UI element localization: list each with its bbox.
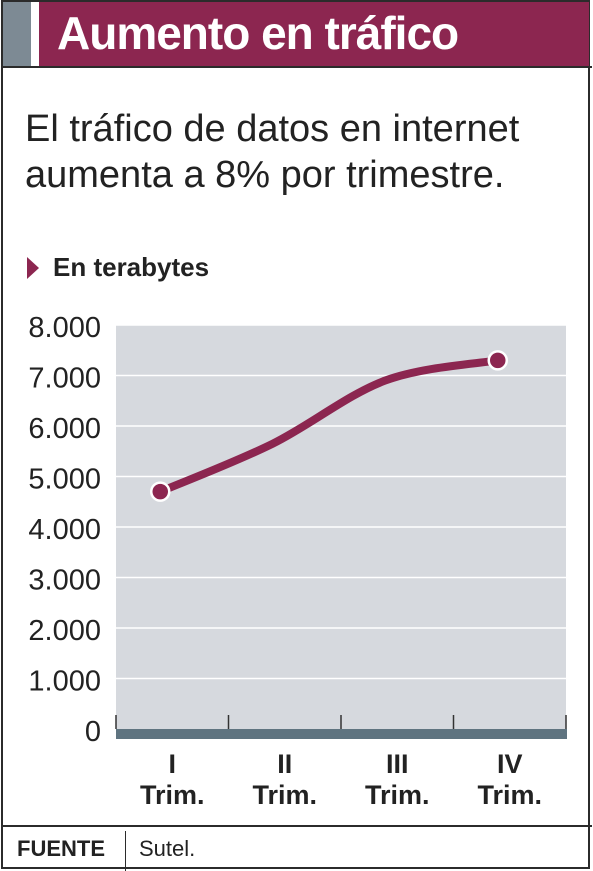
x-category-sublabel: Trim. (140, 780, 205, 810)
data-point-marker (487, 350, 508, 371)
y-tick-label: 0 (85, 716, 101, 748)
x-axis-baseline (116, 729, 567, 739)
y-tick-label: 3.000 (28, 565, 101, 597)
header-title-band: Aumento en tráfico (39, 2, 589, 66)
x-category-label: I (168, 749, 176, 779)
y-tick-label: 4.000 (28, 514, 101, 546)
y-tick-label: 2.000 (28, 615, 101, 647)
footer-divider (125, 831, 126, 871)
x-category-label: II (277, 749, 292, 779)
triangle-marker-icon (27, 257, 39, 279)
x-category-sublabel: Trim. (477, 780, 542, 810)
y-tick-label: 1.000 (28, 666, 101, 698)
line-chart: 0 1.000 2.000 3.000 4.000 5.000 6.000 7.000 8.00… (28, 312, 567, 810)
y-tick-label: 5.000 (28, 464, 101, 496)
series-line (156, 356, 502, 496)
chart-subtitle: El tráfico de datos en internet aumenta … (25, 108, 520, 196)
header-accent-bar (3, 2, 31, 66)
x-axis-ticks (115, 715, 567, 729)
x-category-label: IV (497, 749, 523, 779)
header-band: Aumento en tráfico (3, 2, 592, 68)
source-key: FUENTE (17, 836, 105, 861)
grid-lines (116, 324, 566, 680)
y-tick-label: 6.000 (28, 413, 101, 445)
y-tick-label: 8.000 (28, 312, 101, 344)
plot-area (116, 325, 567, 739)
x-category-sublabel: Trim. (365, 780, 430, 810)
source-value: Sutel. (139, 836, 196, 861)
series-layer (150, 350, 508, 502)
page-title: Aumento en tráfico (57, 7, 459, 59)
y-axis-ticks: 0 1.000 2.000 3.000 4.000 5.000 6.000 7.000 8.00… (28, 312, 101, 748)
x-category-sublabel: Trim. (252, 780, 317, 810)
unit-label: En terabytes (53, 252, 210, 282)
y-tick-label: 7.000 (28, 363, 101, 395)
x-category-label: III (386, 749, 409, 779)
source-footer: FUENTE Sutel. (3, 825, 592, 871)
data-point-marker (150, 481, 171, 502)
